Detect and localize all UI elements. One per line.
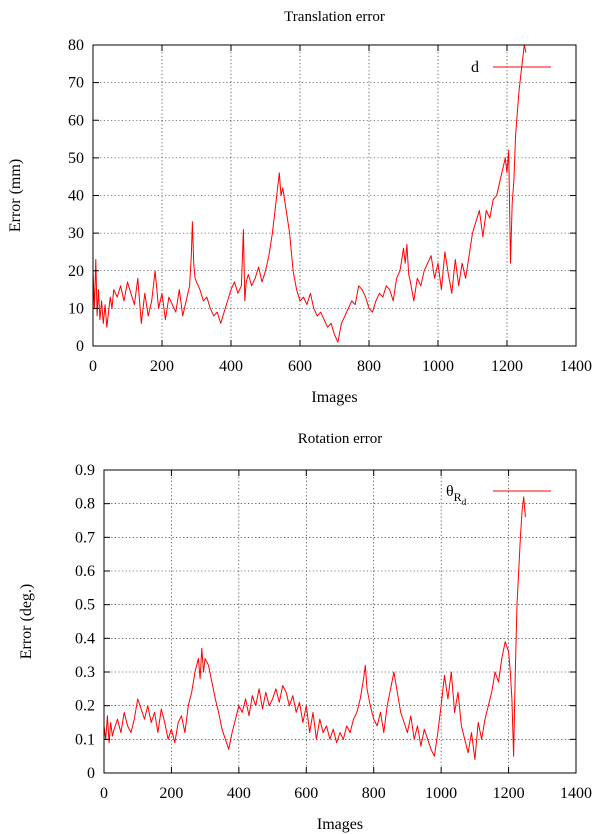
series-line bbox=[103, 496, 526, 760]
y-tick-label: 0.4 bbox=[75, 630, 95, 647]
x-tick-label: 200 bbox=[159, 785, 183, 802]
y-tick-label: 30 bbox=[68, 225, 84, 242]
y-tick-label: 0.2 bbox=[75, 698, 95, 715]
x-tick-label: 1000 bbox=[422, 358, 454, 375]
y-tick-label: 60 bbox=[68, 112, 84, 129]
x-tick-label: 1200 bbox=[493, 785, 525, 802]
legend-label: d bbox=[471, 59, 479, 76]
x-tick-label: 1000 bbox=[425, 785, 457, 802]
x-tick-label: 600 bbox=[294, 785, 318, 802]
y-tick-label: 40 bbox=[68, 188, 84, 205]
y-tick-label: 20 bbox=[68, 263, 84, 280]
y-tick-label: 0.9 bbox=[75, 462, 95, 479]
x-tick-label: 0 bbox=[89, 358, 97, 375]
y-tick-label: 10 bbox=[68, 300, 84, 317]
x-tick-label: 1400 bbox=[560, 785, 592, 802]
y-tick-label: 0 bbox=[76, 338, 84, 355]
x-tick-label: 1200 bbox=[491, 358, 523, 375]
y-tick-label: 0.6 bbox=[75, 563, 95, 580]
x-tick-label: 1400 bbox=[560, 358, 592, 375]
x-axis-label: Images bbox=[311, 389, 357, 406]
chart-title: Rotation error bbox=[298, 431, 383, 447]
y-tick-label: 0 bbox=[87, 765, 95, 782]
y-tick-label: 0.8 bbox=[75, 496, 95, 513]
x-tick-label: 600 bbox=[288, 358, 312, 375]
x-tick-label: 200 bbox=[150, 358, 174, 375]
x-tick-label: 800 bbox=[357, 358, 381, 375]
y-tick-label: 70 bbox=[68, 75, 84, 92]
x-tick-label: 800 bbox=[362, 785, 386, 802]
chart-title: Translation error bbox=[284, 9, 385, 25]
legend-label: θRd bbox=[446, 483, 467, 507]
x-tick-label: 400 bbox=[227, 785, 251, 802]
x-axis-label: Images bbox=[317, 816, 363, 833]
y-tick-label: 0.7 bbox=[75, 529, 95, 546]
legend: θRd bbox=[446, 483, 551, 507]
y-axis-label: Error (mm) bbox=[7, 159, 24, 232]
legend-label-main: θ bbox=[446, 483, 454, 500]
legend: d bbox=[471, 59, 551, 76]
translation-error-chart: 0 200 400 600 800 1000 1200 1400 0 10 20 30 40 50 60 70… bbox=[7, 9, 592, 406]
x-tick-label: 0 bbox=[100, 785, 108, 802]
y-tick-label: 80 bbox=[68, 37, 84, 54]
y-tick-label: 0.1 bbox=[75, 731, 95, 748]
y-tick-label: 0.5 bbox=[75, 597, 95, 614]
x-tick-label: 400 bbox=[219, 358, 243, 375]
plot-frame bbox=[103, 469, 577, 774]
rotation-error-chart: 0 200 400 600 800 1000 1200 1400 0 0.1 0.2 0.3 0.4 0.… bbox=[18, 431, 592, 833]
y-tick-label: 50 bbox=[68, 150, 84, 167]
legend-label-main: d bbox=[471, 59, 479, 76]
legend-label-subsub: d bbox=[462, 497, 467, 507]
y-axis-label: Error (deg.) bbox=[18, 584, 35, 660]
series-line bbox=[92, 44, 527, 343]
y-tick-label: 0.3 bbox=[75, 664, 95, 681]
legend-label-sub: R bbox=[454, 490, 462, 504]
